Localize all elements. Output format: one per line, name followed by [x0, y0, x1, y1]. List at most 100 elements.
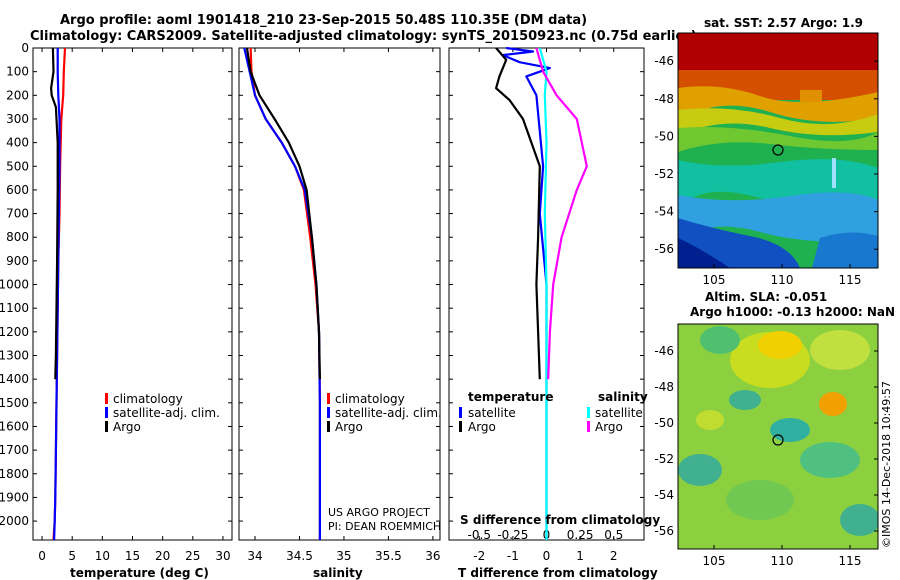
x-tick-label: 2	[610, 549, 618, 563]
credit-line-2: PI: DEAN ROEMMICH	[328, 520, 441, 533]
sla-map-ticks: 105 110 115 -46 -48 -50 -52 -54 -56	[654, 344, 878, 568]
legend-swatch-temp-argo	[459, 421, 462, 432]
depth-tick-label: 1900	[0, 490, 29, 504]
series-line-argo	[245, 47, 321, 380]
x-tick-label: 10	[95, 549, 110, 563]
depth-tick-label: 500	[6, 159, 29, 173]
legend-swatch-satellite	[327, 407, 330, 418]
depth-tick-label: 100	[6, 65, 29, 79]
legend-label-sal-satellite: satellite	[595, 406, 643, 420]
x-tick-label: -1	[507, 549, 519, 563]
legend-label-satellite: satellite-adj. clim.	[113, 406, 220, 420]
legend-label-climatology: climatology	[335, 392, 405, 406]
map-y-tick-label: -54	[654, 205, 674, 219]
map-y-tick-label: -48	[654, 380, 674, 394]
legend-label-temp-satellite: satellite	[468, 406, 516, 420]
x-tick-label: 34.5	[286, 549, 313, 563]
salinity-tick-label: -0.25	[497, 528, 528, 542]
title-line-1: Argo profile: aoml 1901418_210 23-Sep-20…	[60, 13, 588, 28]
x-tick-label: 30	[215, 549, 230, 563]
depth-tick-labels: 0 100 200 300 400 500 600 700 800 900 1000 1100 1200…	[0, 41, 29, 528]
sst-argo-location-marker	[772, 144, 784, 156]
legend-label-sal-argo: Argo	[595, 420, 623, 434]
salinity-series	[243, 47, 321, 540]
title-line-2: Climatology: CARS2009. Satellite-adjuste…	[30, 29, 697, 44]
legend-swatch-climatology	[105, 393, 108, 404]
map-x-tick-label: 115	[839, 273, 862, 287]
map-y-tick-label: -52	[654, 167, 674, 181]
sla-map-title-2: Argo h1000: -0.13 h2000: NaN	[690, 305, 896, 319]
x-tick-label: 35	[336, 549, 351, 563]
difference-xlabel: T difference from climatology	[458, 566, 658, 580]
depth-tick-label: 1600	[0, 419, 29, 433]
map-y-tick-label: -56	[654, 242, 674, 256]
difference-series	[495, 46, 588, 540]
x-tick-label: 35.5	[375, 549, 402, 563]
depth-tick-label: 900	[6, 254, 29, 268]
legend-swatch-sal-satellite	[587, 407, 590, 418]
salinity-tick-label: -0.5	[468, 528, 491, 542]
salinity-legend: climatology satellite-adj. clim. Argo	[327, 392, 442, 434]
difference-s-title: S difference from climatology	[460, 513, 660, 527]
x-tick-label: 25	[185, 549, 200, 563]
x-tick-label: 34	[247, 549, 262, 563]
series-line-satellite-adj-clim-	[53, 48, 61, 541]
legend-label-satellite: satellite-adj. clim.	[335, 406, 442, 420]
sla-map-title-1: Altim. SLA: -0.051	[705, 290, 828, 304]
map-x-tick-label: 110	[771, 554, 794, 568]
map-y-tick-label: -46	[654, 344, 674, 358]
depth-tick-label: 1700	[0, 443, 29, 457]
legend-swatch-sal-argo	[587, 421, 590, 432]
series-line-salinity-argo	[535, 47, 588, 380]
depth-tick-label: 1400	[0, 372, 29, 386]
temperature-legend: climatology satellite-adj. clim. Argo	[105, 392, 220, 434]
depth-tick-label: 400	[6, 136, 29, 150]
legend-swatch-argo	[105, 421, 108, 432]
credit-line-1: US ARGO PROJECT	[328, 506, 430, 519]
depth-tick-label: 300	[6, 112, 29, 126]
depth-tick-label: 1500	[0, 396, 29, 410]
legend-label-temp-argo: Argo	[468, 420, 496, 434]
legend-swatch-argo	[327, 421, 330, 432]
sla-map	[678, 324, 878, 549]
depth-tick-label: 1200	[0, 325, 29, 339]
difference-salinity-tick-labels: -0.5 -0.25 0 0.25 0.5	[468, 528, 624, 542]
legend-label-climatology: climatology	[113, 392, 183, 406]
depth-tick-label: 1800	[0, 467, 29, 481]
map-y-tick-label: -56	[654, 524, 674, 538]
depth-tick-label: 2000	[0, 514, 29, 528]
difference-xtick-labels: -2 -1 0 1 2	[473, 549, 617, 563]
x-tick-label: 0	[38, 549, 46, 563]
difference-legend: temperature satellite Argo salinity sate…	[459, 390, 648, 434]
depth-tick-label: 1000	[0, 278, 29, 292]
legend-swatch-climatology	[327, 393, 330, 404]
map-y-tick-label: -48	[654, 92, 674, 106]
depth-tick-label: 700	[6, 207, 29, 221]
map-x-tick-label: 105	[703, 273, 726, 287]
salinity-tick-label: 0.25	[567, 528, 594, 542]
x-tick-label: 20	[155, 549, 170, 563]
sst-map-ticks: 105 110 115 -46 -48 -50 -52 -54 -56	[654, 54, 878, 287]
map-x-tick-label: 115	[839, 554, 862, 568]
legend-heading-temperature: temperature	[468, 390, 553, 404]
map-x-tick-label: 105	[703, 554, 726, 568]
legend-label-argo: Argo	[335, 420, 363, 434]
depth-tick-label: 200	[6, 88, 29, 102]
map-y-tick-label: -46	[654, 54, 674, 68]
depth-tick-label: 1100	[0, 301, 29, 315]
legend-swatch-temp-satellite	[459, 407, 462, 418]
temperature-xlabel: temperature (deg C)	[70, 566, 209, 580]
depth-tick-label: 600	[6, 183, 29, 197]
x-tick-label: 5	[68, 549, 76, 563]
salinity-panel-frame	[238, 47, 441, 541]
x-tick-label: 36	[425, 549, 440, 563]
salinity-xlabel: salinity	[313, 566, 363, 580]
map-y-tick-label: -50	[654, 416, 674, 430]
x-tick-label: 0	[543, 549, 551, 563]
temperature-xtick-labels: 0 5 10 15 20 25 30	[38, 549, 230, 563]
map-x-tick-label: 110	[771, 273, 794, 287]
imos-timestamp: ©IMOS 14-Dec-2018 10:49:57	[880, 381, 893, 548]
legend-swatch-satellite	[105, 407, 108, 418]
depth-tick-label: 800	[6, 230, 29, 244]
